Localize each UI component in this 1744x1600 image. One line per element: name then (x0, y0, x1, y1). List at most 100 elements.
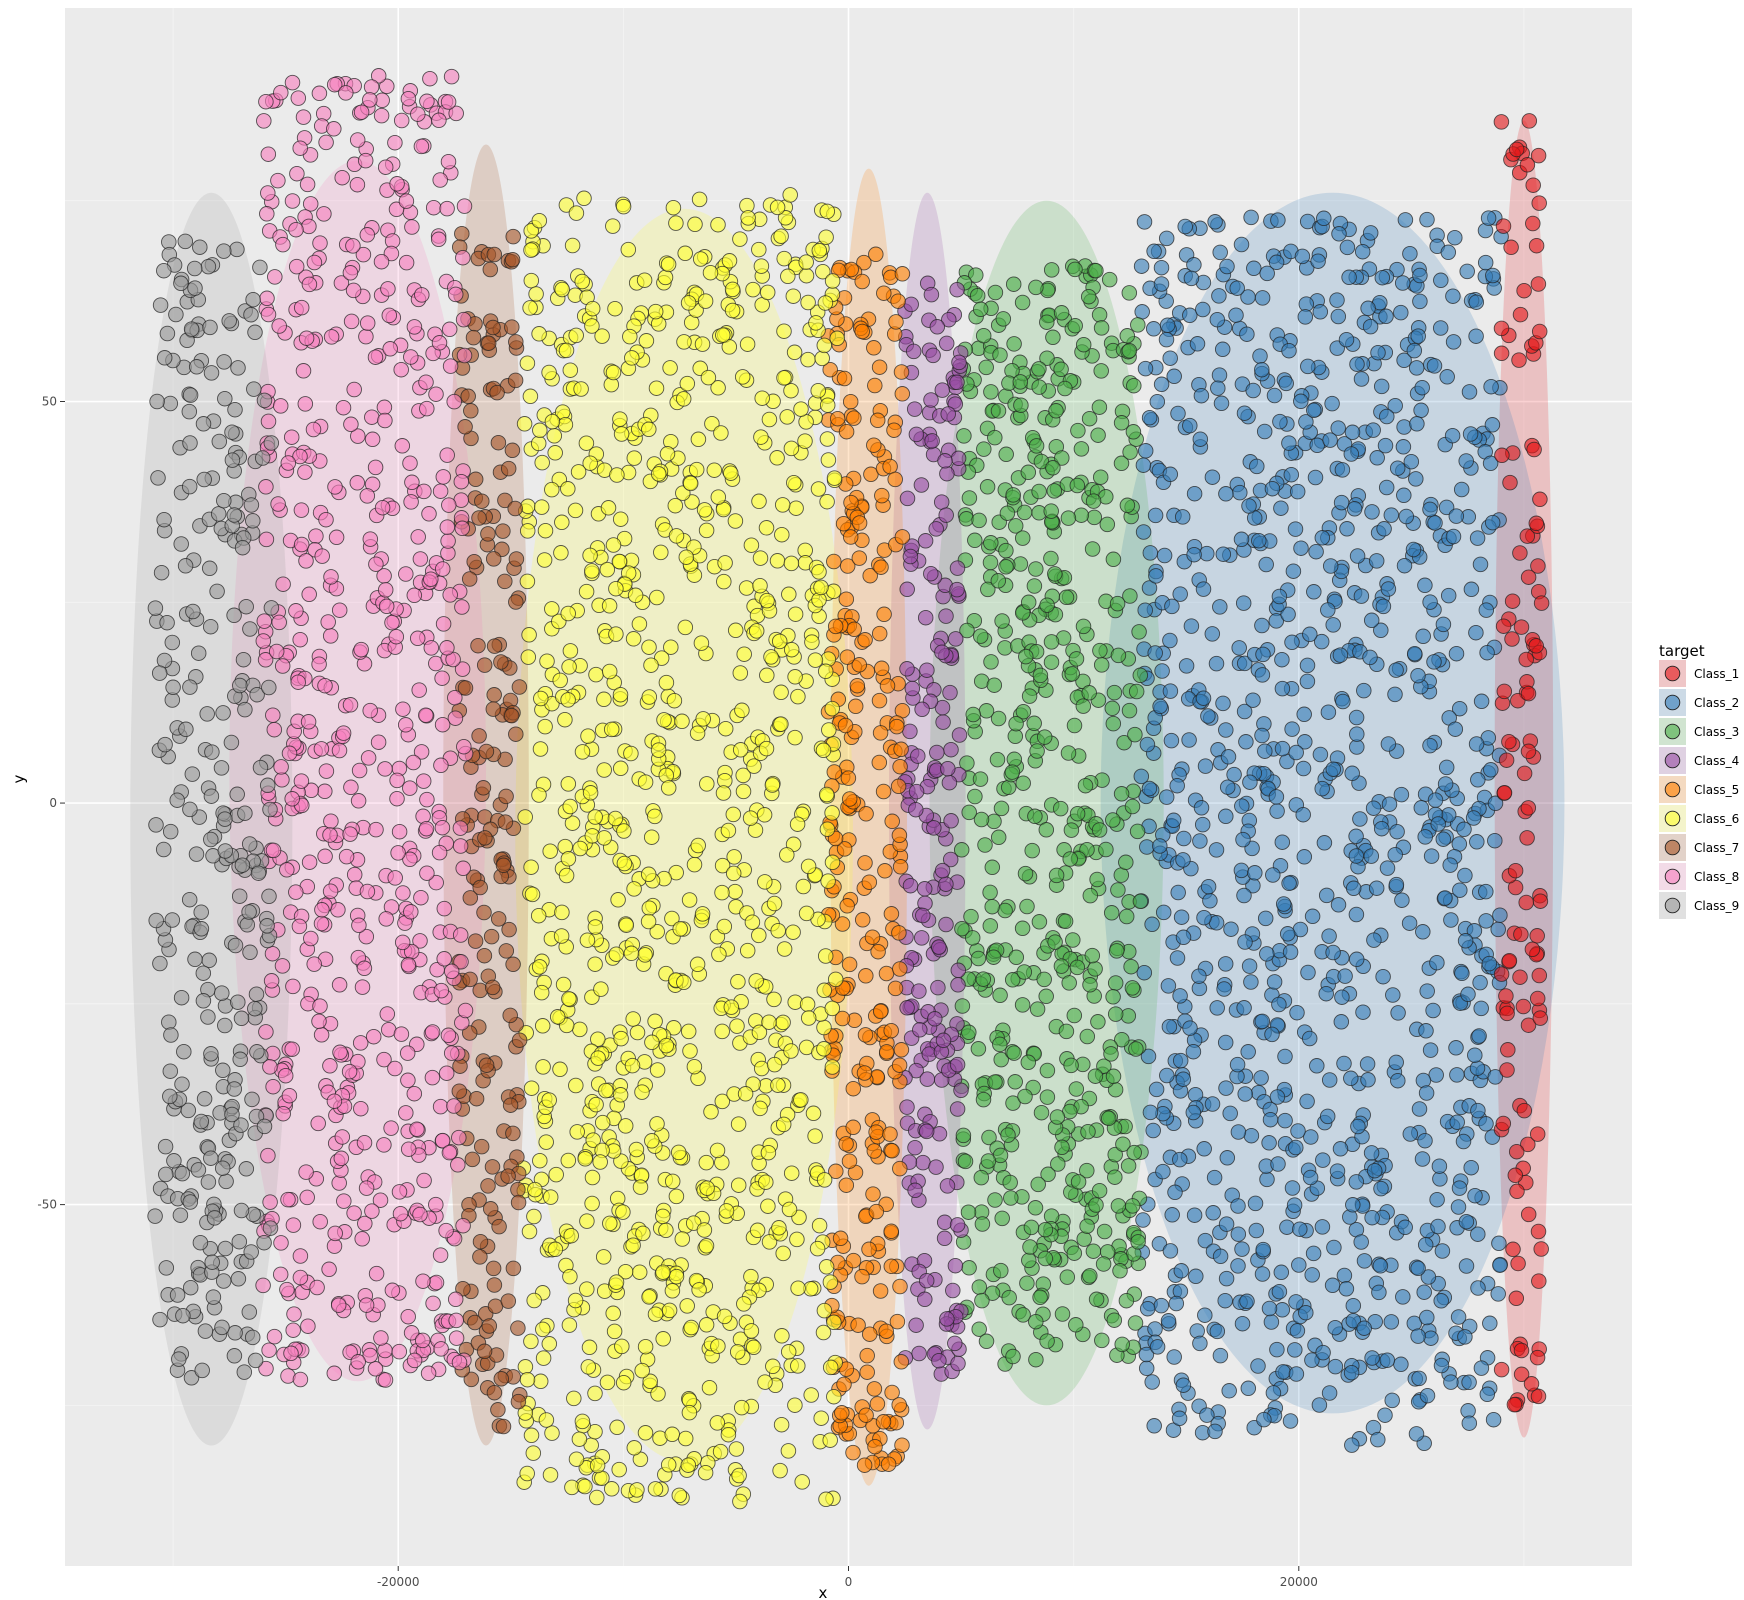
point (531, 959, 548, 975)
point (1204, 1096, 1221, 1112)
point (743, 1268, 759, 1285)
point (840, 770, 857, 786)
point (326, 121, 342, 137)
point (641, 689, 658, 705)
point (892, 1160, 908, 1177)
point (1348, 828, 1364, 845)
point (570, 464, 587, 480)
point (382, 341, 398, 357)
point (465, 329, 482, 346)
legend: target Class_1Class_2Class_3Class_4Class… (1659, 642, 1739, 919)
point (439, 200, 455, 217)
point (549, 1009, 566, 1025)
point (249, 1044, 265, 1060)
point (584, 318, 600, 334)
point (173, 275, 189, 292)
point (1443, 1374, 1459, 1390)
point (493, 1371, 510, 1387)
point (668, 215, 684, 231)
point (1219, 258, 1235, 275)
point (1335, 693, 1351, 710)
point (214, 1319, 230, 1336)
point (793, 401, 809, 417)
point (292, 631, 308, 648)
point (384, 614, 400, 631)
point (1018, 648, 1034, 665)
point (1500, 1042, 1516, 1058)
point (443, 963, 460, 980)
point (931, 939, 947, 955)
point (1426, 654, 1442, 670)
point (760, 1198, 776, 1214)
point (560, 776, 577, 792)
point (625, 1011, 641, 1027)
point (1401, 915, 1418, 931)
point (1001, 1289, 1017, 1306)
point (964, 930, 981, 946)
point (1327, 1358, 1344, 1375)
point (846, 410, 862, 426)
point (970, 950, 987, 967)
point (1473, 1360, 1490, 1376)
point (1229, 280, 1245, 296)
point (1417, 829, 1433, 845)
point (377, 159, 394, 175)
point (605, 218, 621, 234)
point (255, 1277, 271, 1294)
point (839, 558, 856, 574)
point (841, 1153, 858, 1169)
point (402, 455, 418, 471)
point (1315, 1152, 1331, 1168)
point (1012, 374, 1029, 390)
point (1054, 450, 1070, 466)
point (322, 883, 339, 899)
point (1215, 695, 1231, 712)
point (1147, 645, 1163, 661)
point (891, 827, 908, 844)
point (973, 1169, 990, 1186)
point (221, 313, 237, 329)
point (1122, 588, 1138, 604)
point (393, 361, 409, 378)
point (1264, 1026, 1280, 1043)
point (926, 820, 942, 836)
point (971, 512, 987, 529)
point (817, 663, 834, 680)
point (1181, 732, 1197, 748)
point (1299, 673, 1316, 690)
point (659, 446, 676, 462)
point (1147, 507, 1164, 524)
point (246, 381, 262, 397)
point (331, 602, 348, 618)
point (1322, 558, 1339, 574)
y-tick-label: 50 (42, 395, 57, 409)
point (331, 742, 348, 759)
point (598, 1082, 614, 1099)
point (1316, 210, 1332, 227)
point (1188, 1268, 1204, 1285)
point (730, 973, 746, 990)
point (666, 1020, 682, 1036)
point (582, 455, 598, 471)
point (147, 600, 164, 616)
point (854, 1268, 870, 1285)
point (1304, 908, 1321, 925)
point (822, 361, 838, 378)
point (308, 528, 324, 544)
point (810, 481, 827, 497)
point (310, 1115, 326, 1132)
point (1005, 276, 1022, 292)
point (1082, 887, 1099, 904)
point (584, 1169, 601, 1186)
point (724, 281, 741, 298)
point (227, 1325, 243, 1341)
point (642, 1373, 658, 1390)
point (286, 1306, 302, 1322)
point (162, 823, 179, 840)
point (322, 628, 339, 644)
point (715, 327, 731, 343)
point (1433, 272, 1449, 289)
point (637, 1425, 654, 1441)
point (596, 762, 612, 778)
point (293, 299, 310, 316)
